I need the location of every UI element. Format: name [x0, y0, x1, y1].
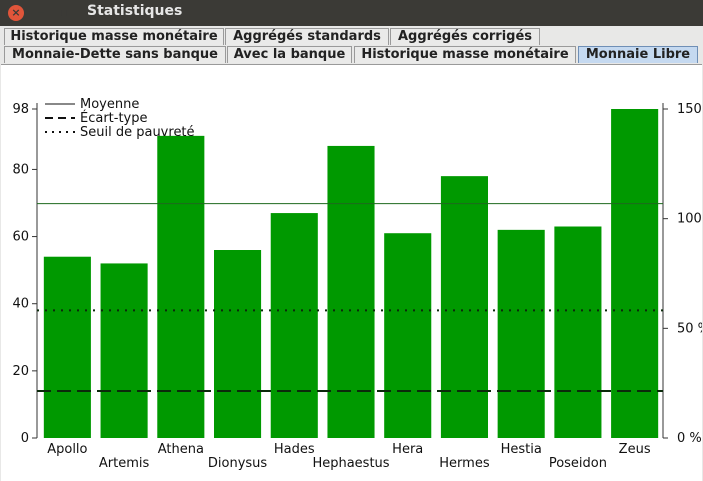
bar-chart: 0 20 40 60 80 98 0 % 50 % 100 % 150 % Apollo Artemi… [12, 97, 702, 471]
y-tick-label-right: 50 % [677, 321, 702, 336]
x-tick-label: Hera [392, 442, 423, 457]
bar [43, 256, 91, 438]
close-icon[interactable]: × [8, 5, 24, 21]
legend-label: Moyenne [80, 97, 139, 112]
chart-panel: 0 20 40 60 80 98 0 % 50 % 100 % 150 % Apollo Artemi… [1, 64, 702, 481]
y-tick-label-left: 20 [12, 364, 29, 379]
bar [157, 135, 205, 438]
x-tick-label: Dionysus [208, 456, 268, 471]
minimize-icon[interactable]: – [38, 6, 44, 19]
title-bar: × – ▫ Statistiques [0, 0, 703, 26]
x-tick-label: Artemis [99, 456, 150, 471]
y-tick-label-left: 40 [12, 297, 29, 312]
tab-historique-masse-monetaire-1[interactable]: Historique masse monétaire [4, 28, 224, 45]
x-tick-label: Athena [158, 442, 204, 457]
window-title: Statistiques [87, 3, 183, 19]
x-tick-label: Zeus [619, 442, 651, 457]
bar [611, 109, 659, 438]
tab-aggreges-corriges[interactable]: Aggrégés corrigés [390, 28, 540, 45]
bar [100, 263, 148, 438]
tab-monnaie-libre[interactable]: Monnaie Libre [578, 46, 698, 63]
legend-label: Écart-type [80, 110, 148, 126]
y-tick-label-left: 80 [12, 162, 29, 177]
tab-monnaie-dette-sans-banque[interactable]: Monnaie-Dette sans banque [4, 46, 226, 63]
y-tick-label-right: 150 % [677, 102, 702, 117]
bar [270, 213, 318, 438]
x-tick-label: Hermes [439, 456, 490, 471]
bar [554, 226, 602, 438]
y-tick-label-right: 0 % [677, 431, 702, 446]
x-tick-label: Poseidon [549, 456, 607, 471]
y-tick-label-right: 100 % [677, 212, 702, 227]
x-tick-label: Hephaestus [312, 456, 389, 471]
maximize-icon[interactable]: ▫ [60, 6, 68, 19]
bar [384, 233, 432, 438]
y-tick-label-left: 0 [21, 431, 29, 446]
y-tick-label-left: 60 [12, 230, 29, 245]
bar [214, 250, 262, 438]
x-tick-label: Apollo [47, 442, 87, 457]
x-tick-label: Hades [274, 442, 315, 457]
bar [327, 145, 375, 438]
tab-avec-la-banque[interactable]: Avec la banque [227, 46, 352, 63]
legend-label: Seuil de pauvreté [80, 125, 195, 140]
bar [440, 176, 488, 438]
tab-historique-masse-monetaire-2[interactable]: Historique masse monétaire [354, 46, 576, 63]
bar [497, 229, 545, 438]
tab-aggreges-standards[interactable]: Aggrégés standards [225, 28, 389, 45]
x-tick-label: Hestia [501, 442, 542, 457]
y-tick-label-left: 98 [12, 102, 29, 117]
